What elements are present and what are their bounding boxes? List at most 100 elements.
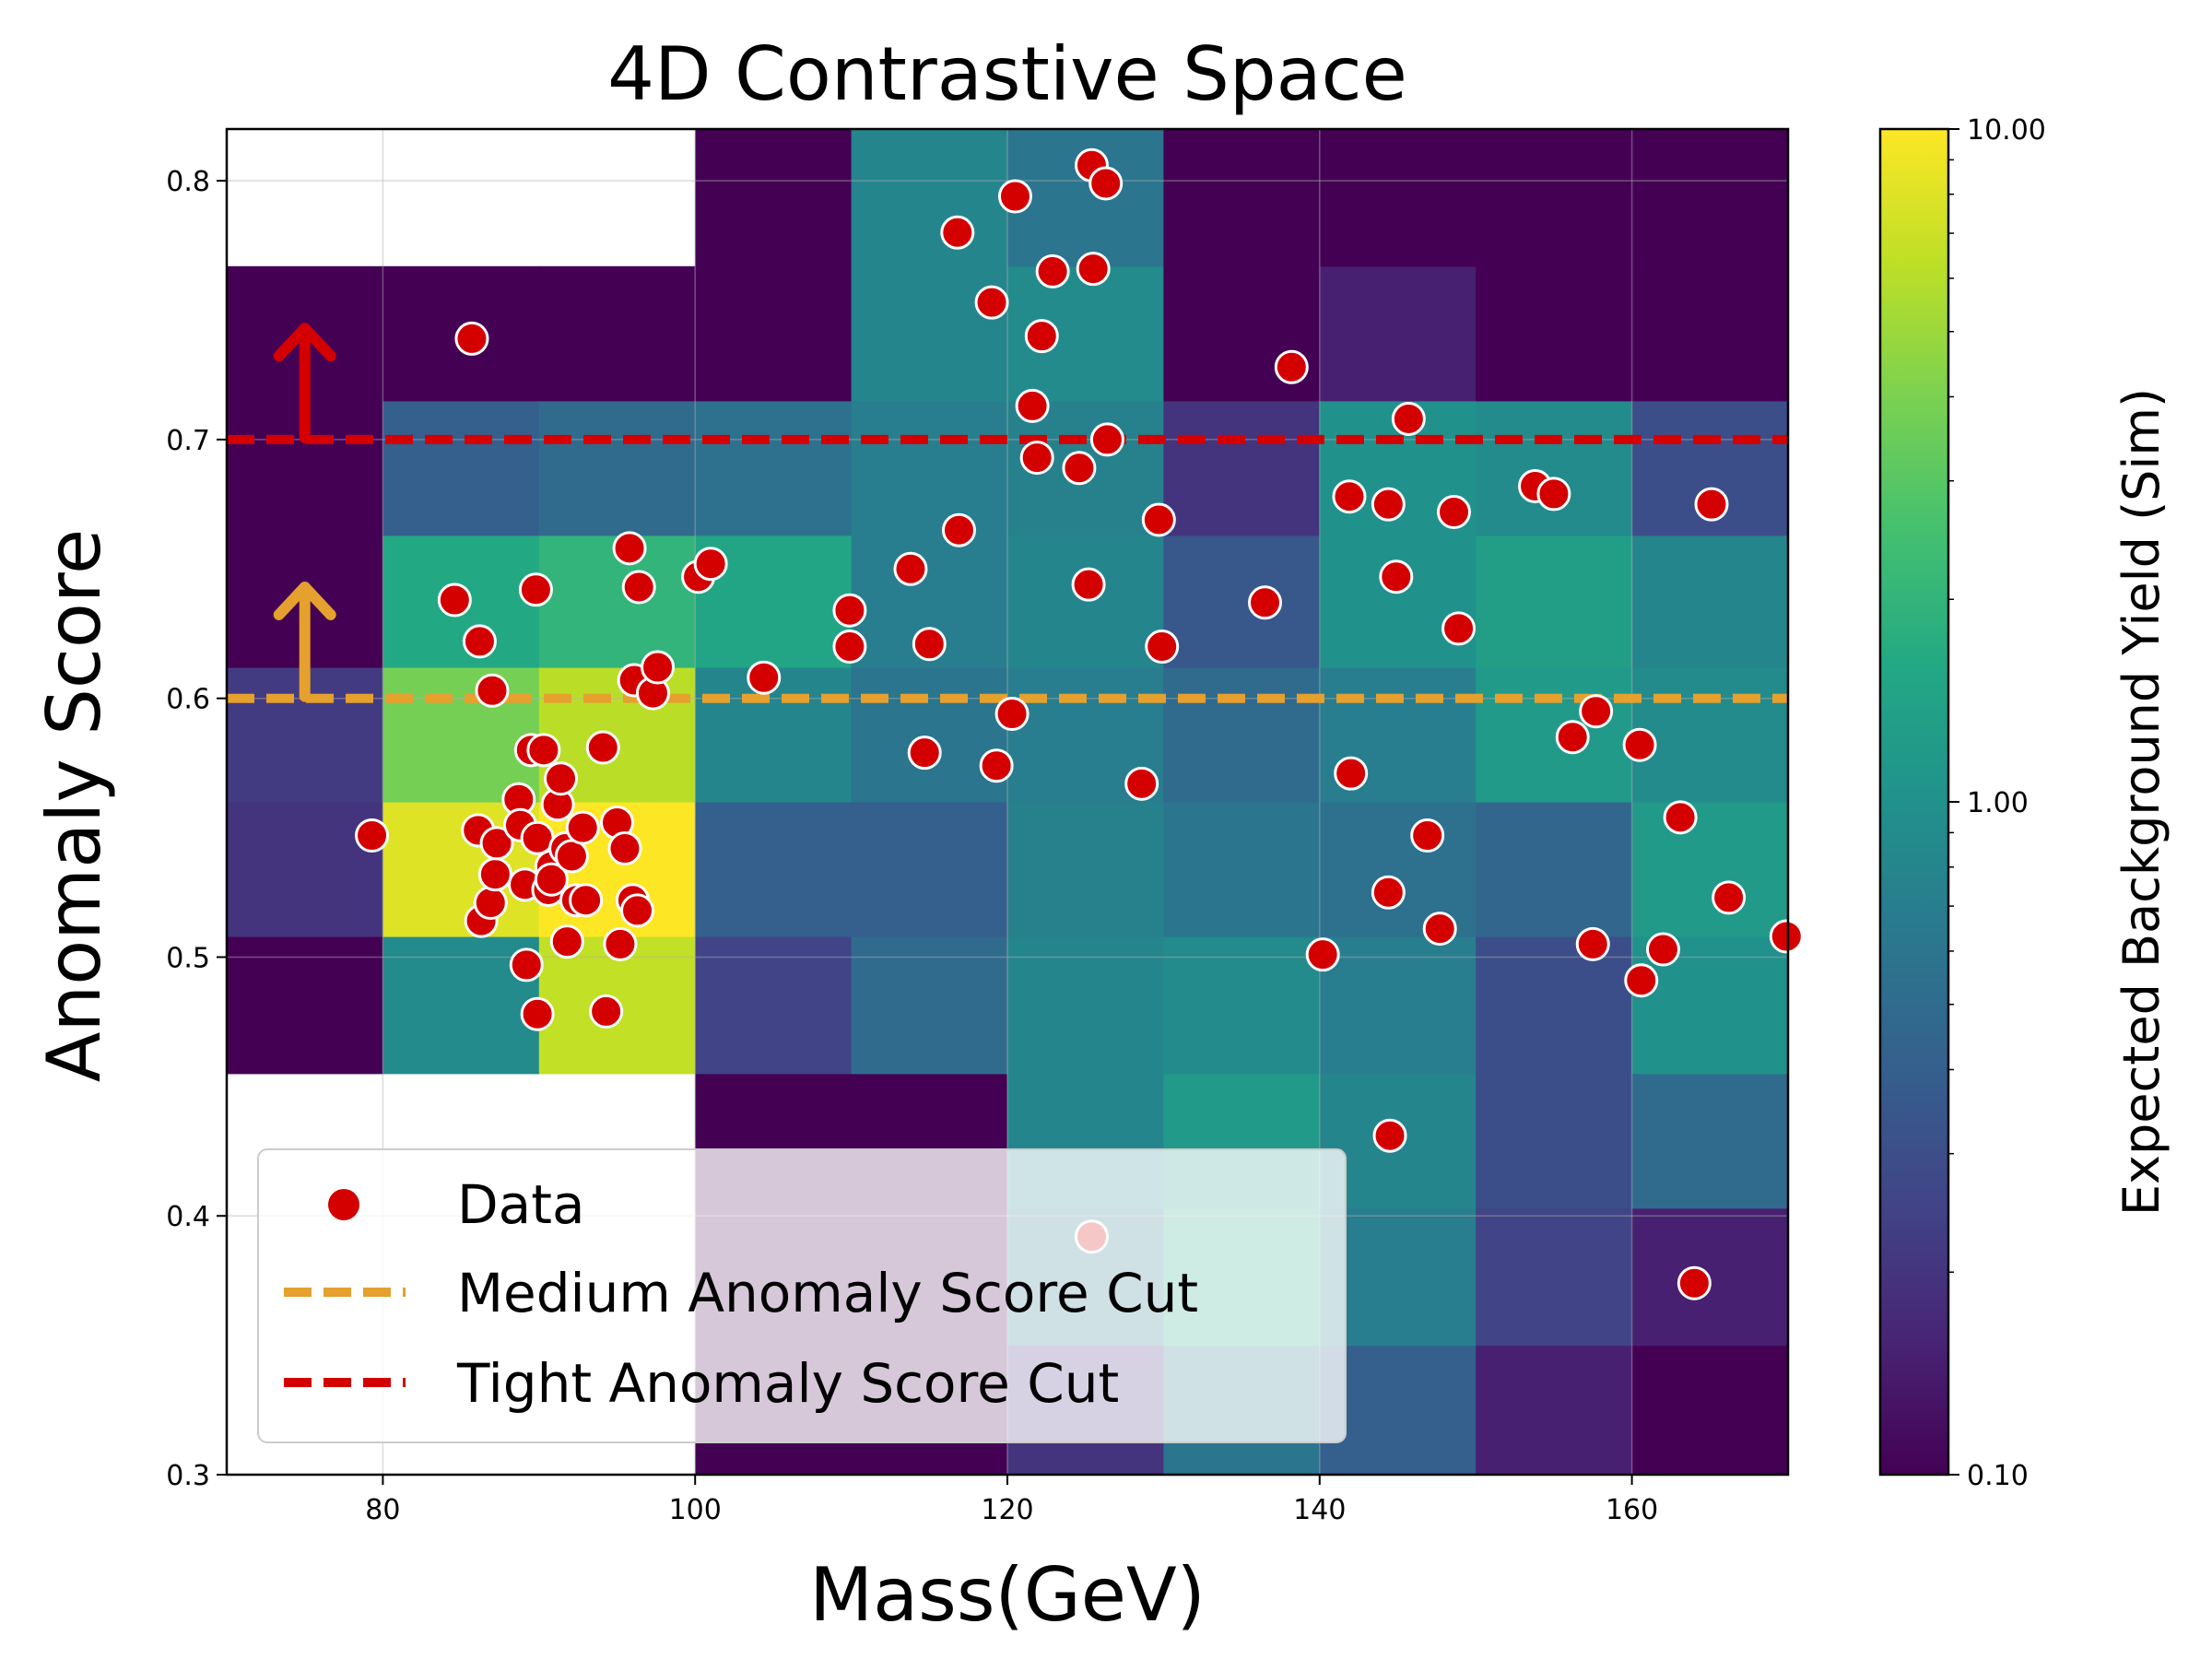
heatmap-cell: [382, 400, 540, 536]
data-point: [520, 996, 555, 1031]
data-point: [979, 748, 1014, 783]
data-point: [1305, 937, 1340, 972]
data-point: [832, 629, 867, 665]
data-point: [1372, 1118, 1407, 1153]
heatmap-cell: [227, 936, 383, 1075]
data-point: [1015, 388, 1050, 423]
heatmap-cell: [1631, 1073, 1789, 1209]
heatmap-cell: [227, 802, 383, 937]
data-point: [589, 994, 624, 1029]
heatmap-cell: [851, 129, 1008, 267]
heatmap-cell: [1476, 936, 1633, 1075]
colorbar: 0.10 1.00 10.00 Expected Background Yield …: [1878, 114, 2171, 1492]
data-point: [454, 321, 489, 356]
data-point: [1334, 756, 1369, 791]
heatmap-cell: [695, 129, 853, 267]
data-point: [1712, 880, 1747, 915]
data-point: [1575, 926, 1610, 961]
y-tick-label: 0.4: [166, 1201, 210, 1233]
data-point: [1371, 487, 1406, 522]
data-point: [1145, 629, 1180, 665]
data-point: [994, 697, 1030, 732]
data-point: [893, 551, 928, 586]
x-tick-label: 120: [981, 1494, 1033, 1526]
data-point: [1624, 963, 1659, 998]
data-point: [974, 285, 1009, 320]
data-point: [693, 547, 728, 582]
data-point: [1677, 1265, 1712, 1300]
data-point: [475, 673, 510, 708]
heatmap-cell: [1631, 1207, 1789, 1347]
data-point: [1089, 422, 1124, 457]
data-point: [520, 820, 555, 855]
y-axis-label: Anomaly Score: [31, 529, 117, 1082]
data-point: [1622, 727, 1657, 762]
heatmap-cell: [538, 400, 696, 536]
data-point: [1088, 166, 1124, 201]
data-point: [355, 818, 390, 853]
chart-title: 4D Contrastive Space: [607, 31, 1407, 117]
heatmap-cell: [1476, 265, 1633, 402]
colorbar-ticks: 0.10 1.00 10.00: [1948, 114, 2046, 1492]
data-point: [1391, 401, 1426, 436]
legend: Data Medium Anomaly Score Cut Tight Anom…: [257, 1148, 1347, 1443]
data-point: [518, 572, 553, 607]
data-point: [912, 627, 947, 662]
data-point: [612, 531, 647, 566]
data-point: [526, 733, 561, 768]
data-point: [620, 893, 655, 928]
data-point: [1019, 441, 1054, 476]
heatmap-cell: [695, 936, 853, 1075]
data-point: [1422, 912, 1457, 947]
heatmap-cell: [1476, 129, 1633, 267]
heatmap-cell: [1631, 802, 1789, 937]
heatmap-cell: [1476, 1207, 1633, 1347]
data-point: [1555, 720, 1590, 755]
data-point: [1436, 495, 1471, 530]
heatmap-cell: [1631, 535, 1789, 668]
data-point: [1248, 585, 1283, 620]
heatmap-cell: [538, 265, 696, 402]
data-point: [554, 839, 589, 874]
data-point: [437, 582, 472, 618]
data-point: [569, 883, 604, 918]
heatmap-cell: [1163, 129, 1321, 267]
cut-arrow-head: [273, 581, 336, 620]
data-point: [1536, 477, 1571, 512]
x-axis-ticks: 80 100 120 140 160: [365, 1475, 1658, 1526]
colorbar-tick-label: 1.00: [1967, 787, 2029, 819]
heatmap-cell: [1476, 1345, 1633, 1476]
y-tick-label: 0.5: [166, 942, 210, 974]
heatmap-cell: [1631, 265, 1789, 402]
data-point: [1579, 694, 1614, 729]
y-axis-ticks: 0.3 0.4 0.5 0.6 0.7 0.8: [166, 166, 227, 1492]
data-point: [1645, 932, 1680, 967]
heatmap-cell: [1319, 936, 1477, 1075]
data-point: [544, 761, 579, 796]
data-point: [1062, 451, 1097, 486]
data-point: [997, 179, 1032, 214]
heatmap-cell: [1476, 667, 1633, 803]
heatmap-cell: [1319, 265, 1477, 402]
heatmap-cell: [1319, 129, 1477, 267]
colorbar-tick-label: 10.00: [1967, 114, 2046, 147]
data-point: [1274, 349, 1309, 384]
heatmap-cell: [1007, 802, 1164, 937]
heatmap-cell: [1007, 535, 1164, 668]
heatmap-cell: [1319, 802, 1477, 937]
data-point: [479, 826, 514, 861]
legend-entry-medium-cut: Medium Anomaly Score Cut: [457, 1262, 1198, 1324]
data-point: [940, 215, 975, 250]
data-point: [641, 650, 676, 685]
heatmap-cell: [382, 667, 540, 803]
heatmap-cell: [851, 400, 1008, 536]
heatmap-cell: [1631, 129, 1789, 267]
data-point: [1141, 502, 1176, 537]
data-point: [549, 924, 584, 959]
colorbar-tick-label: 0.10: [1967, 1460, 2029, 1492]
data-point: [607, 831, 642, 866]
data-point: [1332, 479, 1367, 514]
x-axis-label: Mass(GeV): [809, 1552, 1206, 1638]
y-tick-label: 0.8: [166, 166, 210, 198]
